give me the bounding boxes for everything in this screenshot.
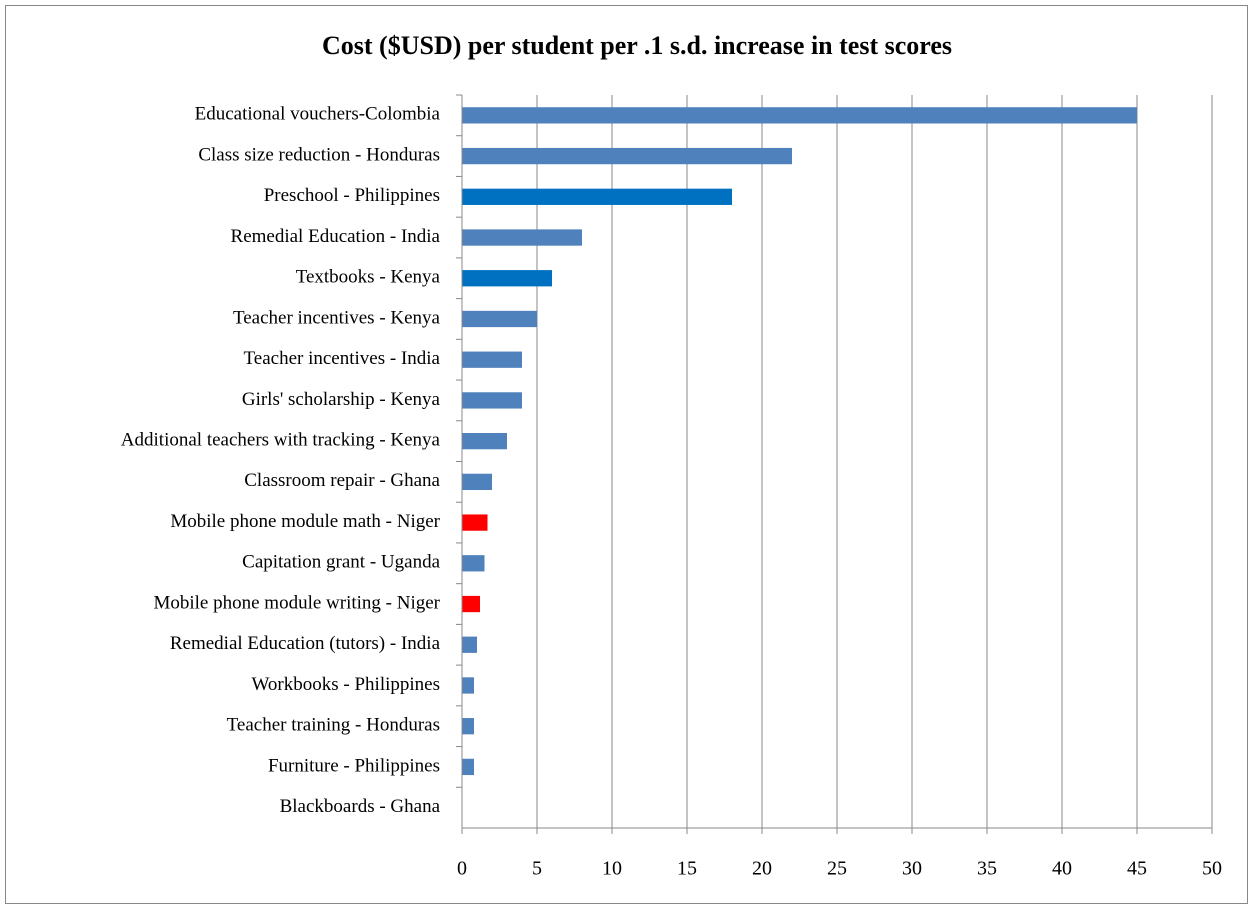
- bar: [462, 147, 792, 165]
- bar: [462, 677, 474, 694]
- bar: [462, 473, 492, 491]
- bar: [462, 351, 522, 368]
- y-tick-label: Remedial Education - India: [231, 226, 441, 247]
- bar: [462, 758, 474, 776]
- x-tick-label: 40: [1052, 858, 1072, 880]
- chart-border: [5, 5, 1248, 904]
- bar: [462, 514, 488, 531]
- y-tick-label: Furniture - Philippines: [268, 755, 440, 776]
- y-tick-label: Textbooks - Kenya: [296, 267, 441, 288]
- x-tick-label: 45: [1127, 858, 1147, 880]
- y-tick-label: Remedial Education (tutors) - India: [170, 633, 441, 654]
- x-tick-label: 50: [1202, 858, 1222, 880]
- bar: [462, 432, 507, 450]
- y-tick-label: Girls' scholarship - Kenya: [242, 389, 441, 410]
- x-tick-label: 35: [977, 858, 997, 880]
- bar: [462, 595, 480, 613]
- x-tick-label: 30: [902, 858, 922, 880]
- y-tick-label: Mobile phone module writing - Niger: [153, 592, 440, 613]
- bar: [462, 229, 582, 246]
- bar: [462, 270, 552, 287]
- y-tick-label: Teacher training - Honduras: [227, 715, 440, 736]
- y-tick-label: Classroom repair - Ghana: [244, 470, 440, 491]
- y-tick-label: Teacher incentives - Kenya: [233, 307, 441, 328]
- x-tick-label: 10: [602, 858, 622, 880]
- bar: [462, 392, 522, 409]
- y-tick-label: Class size reduction - Honduras: [198, 144, 440, 165]
- x-tick-label: 5: [532, 858, 542, 880]
- bar: [462, 555, 485, 572]
- bar: [462, 718, 474, 735]
- x-tick-label: 25: [827, 858, 847, 880]
- bar: [462, 107, 1137, 124]
- bar: [462, 636, 477, 653]
- bar: [462, 310, 537, 328]
- y-tick-label: Additional teachers with tracking - Keny…: [121, 429, 441, 450]
- y-tick-label: Blackboards - Ghana: [280, 796, 441, 817]
- y-tick-label: Preschool - Philippines: [264, 185, 440, 206]
- chart-title: Cost ($USD) per student per .1 s.d. incr…: [322, 31, 952, 60]
- bar: [462, 188, 732, 205]
- y-tick-label: Mobile phone module math - Niger: [170, 511, 440, 532]
- y-tick-label: Capitation grant - Uganda: [242, 552, 440, 573]
- y-tick-label: Teacher incentives - India: [244, 348, 441, 369]
- y-tick-label: Educational vouchers-Colombia: [195, 104, 441, 125]
- x-tick-label: 20: [752, 858, 772, 880]
- x-tick-label: 15: [677, 858, 697, 880]
- x-tick-label: 0: [457, 858, 467, 880]
- y-tick-label: Workbooks - Philippines: [252, 674, 440, 695]
